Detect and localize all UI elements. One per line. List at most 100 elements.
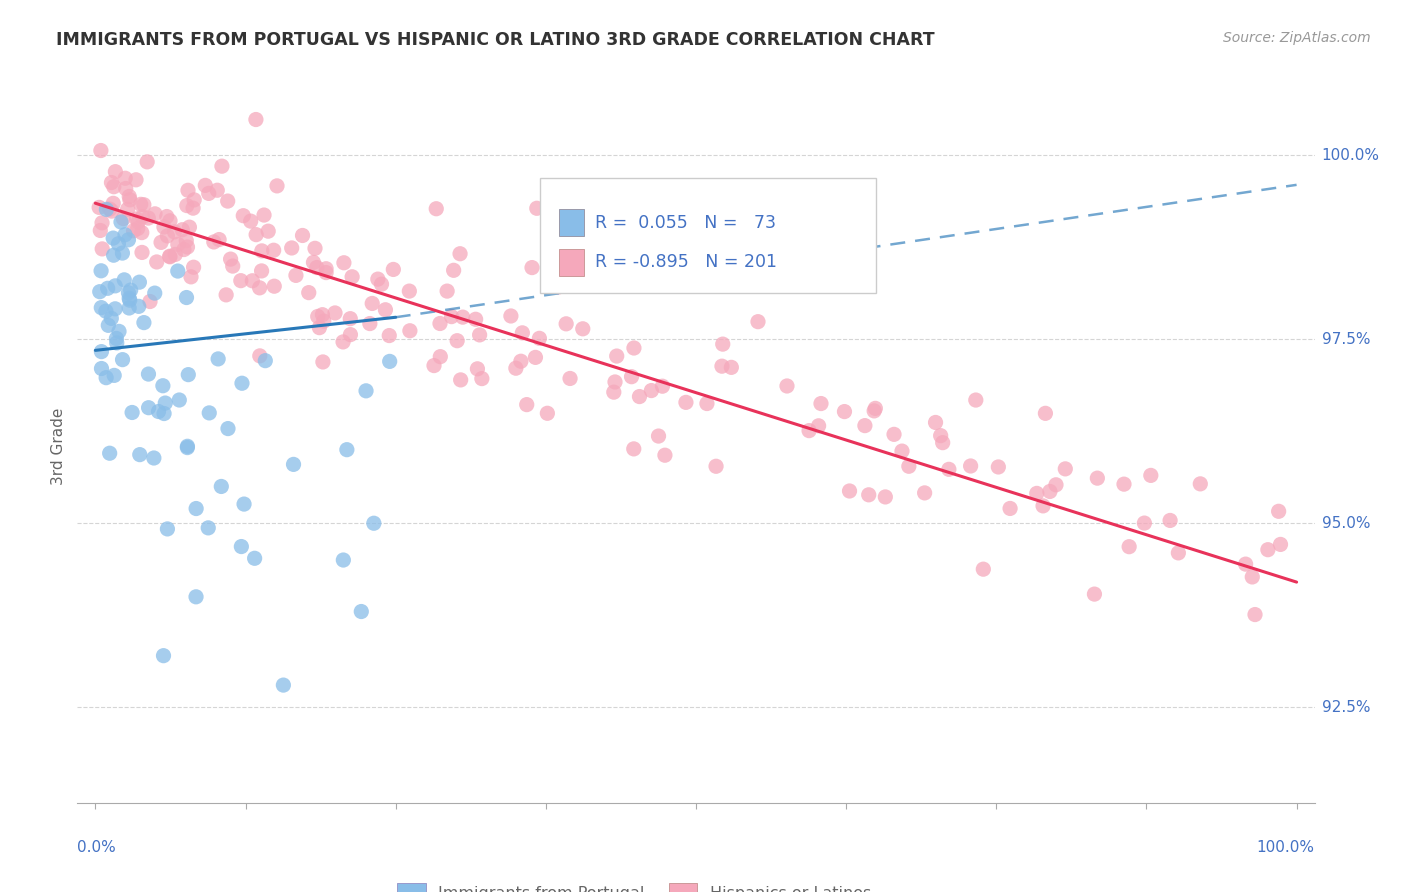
Point [359, 317, 381, 331]
Point [131, 245, 153, 260]
Point [1167, 546, 1189, 560]
Point [446, 334, 468, 348]
Point [1133, 516, 1156, 530]
Point [152, 378, 174, 392]
Point [131, 210, 153, 224]
Point [628, 390, 651, 404]
Point [339, 311, 361, 326]
Point [183, 260, 205, 275]
Point [231, 540, 253, 554]
Point [176, 240, 198, 254]
Point [1267, 504, 1289, 518]
Point [98, 446, 121, 460]
Point [440, 310, 463, 324]
Point [965, 392, 987, 407]
Point [125, 211, 148, 226]
Point [838, 483, 860, 498]
Point [361, 296, 384, 310]
Point [1085, 471, 1108, 485]
Point [647, 429, 669, 443]
Point [229, 274, 252, 288]
Point [623, 442, 645, 456]
Point [96, 202, 118, 217]
Point [240, 274, 263, 288]
Point [89, 223, 111, 237]
Point [176, 198, 198, 212]
Point [283, 458, 305, 472]
Point [363, 516, 385, 531]
Point [883, 427, 905, 442]
Point [675, 395, 697, 409]
Point [399, 324, 422, 338]
Point [429, 317, 451, 331]
Point [243, 551, 266, 566]
Point [339, 327, 361, 342]
Point [239, 214, 262, 228]
Point [207, 351, 229, 366]
Point [516, 398, 538, 412]
Point [208, 233, 231, 247]
Text: 92.5%: 92.5% [1322, 699, 1369, 714]
Point [312, 355, 335, 369]
Point [217, 194, 239, 208]
Point [284, 268, 307, 283]
Point [451, 310, 474, 325]
Point [159, 250, 181, 264]
Point [166, 264, 188, 278]
Point [704, 459, 727, 474]
Point [512, 326, 534, 340]
Point [156, 210, 179, 224]
Point [180, 269, 202, 284]
Point [105, 331, 128, 345]
Point [720, 360, 742, 375]
Point [197, 186, 219, 201]
Point [443, 263, 465, 277]
Point [620, 369, 643, 384]
Point [104, 164, 127, 178]
Point [776, 379, 799, 393]
Point [176, 291, 198, 305]
Point [143, 207, 166, 221]
Point [425, 202, 447, 216]
Point [153, 407, 176, 421]
Point [118, 193, 141, 207]
Point [382, 262, 405, 277]
Point [181, 201, 204, 215]
Point [249, 281, 271, 295]
Point [1025, 486, 1047, 500]
Point [245, 227, 267, 242]
Point [374, 302, 396, 317]
Point [429, 350, 451, 364]
Point [209, 479, 232, 493]
Point [207, 183, 229, 197]
Point [1270, 537, 1292, 551]
Point [89, 285, 111, 299]
Point [91, 216, 114, 230]
Point [350, 605, 373, 619]
Point [540, 279, 562, 293]
Point [1083, 587, 1105, 601]
Point [215, 288, 238, 302]
Point [1112, 477, 1135, 491]
Point [184, 590, 207, 604]
Point [1241, 570, 1264, 584]
Point [450, 373, 472, 387]
Point [520, 260, 543, 275]
Point [250, 264, 273, 278]
Point [938, 462, 960, 476]
Point [118, 189, 141, 203]
Point [378, 328, 401, 343]
Point [120, 283, 142, 297]
Point [536, 406, 558, 420]
Point [524, 351, 547, 365]
Point [468, 327, 491, 342]
Point [263, 279, 285, 293]
Point [172, 223, 194, 237]
Point [307, 310, 329, 324]
Point [302, 255, 325, 269]
Point [103, 248, 125, 262]
Point [183, 193, 205, 207]
Point [103, 179, 125, 194]
Point [914, 486, 936, 500]
Point [90, 144, 112, 158]
